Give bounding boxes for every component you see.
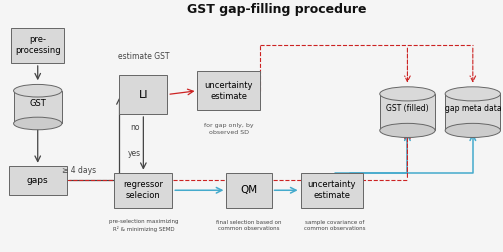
Ellipse shape [380,87,435,101]
Text: uncertainty
estimate: uncertainty estimate [308,180,356,200]
FancyBboxPatch shape [114,173,172,208]
Text: LI: LI [139,89,148,100]
Text: sample covariance of
common observations: sample covariance of common observations [304,220,365,231]
Text: estimate GST: estimate GST [118,52,169,61]
Bar [380,94,435,131]
Text: GST gap-filling procedure: GST gap-filling procedure [187,3,366,16]
FancyBboxPatch shape [119,75,167,114]
Ellipse shape [14,84,62,97]
Ellipse shape [445,123,500,138]
Bar [445,94,500,131]
Bar [14,91,62,123]
Text: yes: yes [128,149,141,158]
Text: pre-
processing: pre- processing [15,35,60,55]
Text: gaps: gaps [27,176,48,185]
Text: ≥ 4 days: ≥ 4 days [62,166,97,175]
Text: GST: GST [29,99,46,108]
Text: regressor
selecion: regressor selecion [123,180,163,200]
Text: uncertainty
estimate: uncertainty estimate [205,81,253,101]
Ellipse shape [14,117,62,130]
FancyBboxPatch shape [9,166,66,195]
Text: for gap only, by
observed SD: for gap only, by observed SD [204,123,254,135]
FancyBboxPatch shape [300,173,363,208]
Text: gap meta data: gap meta data [445,104,501,113]
Text: QM: QM [240,185,258,195]
FancyBboxPatch shape [197,71,261,110]
Ellipse shape [445,87,500,101]
FancyBboxPatch shape [11,28,64,63]
FancyBboxPatch shape [226,173,272,208]
Text: pre-selection maximizing
R² & minimizing SEMD: pre-selection maximizing R² & minimizing… [109,219,178,232]
Ellipse shape [380,123,435,138]
Text: no: no [130,123,139,132]
Text: GST (filled): GST (filled) [386,104,429,113]
Text: final selection based on
common observations: final selection based on common observat… [216,220,282,231]
